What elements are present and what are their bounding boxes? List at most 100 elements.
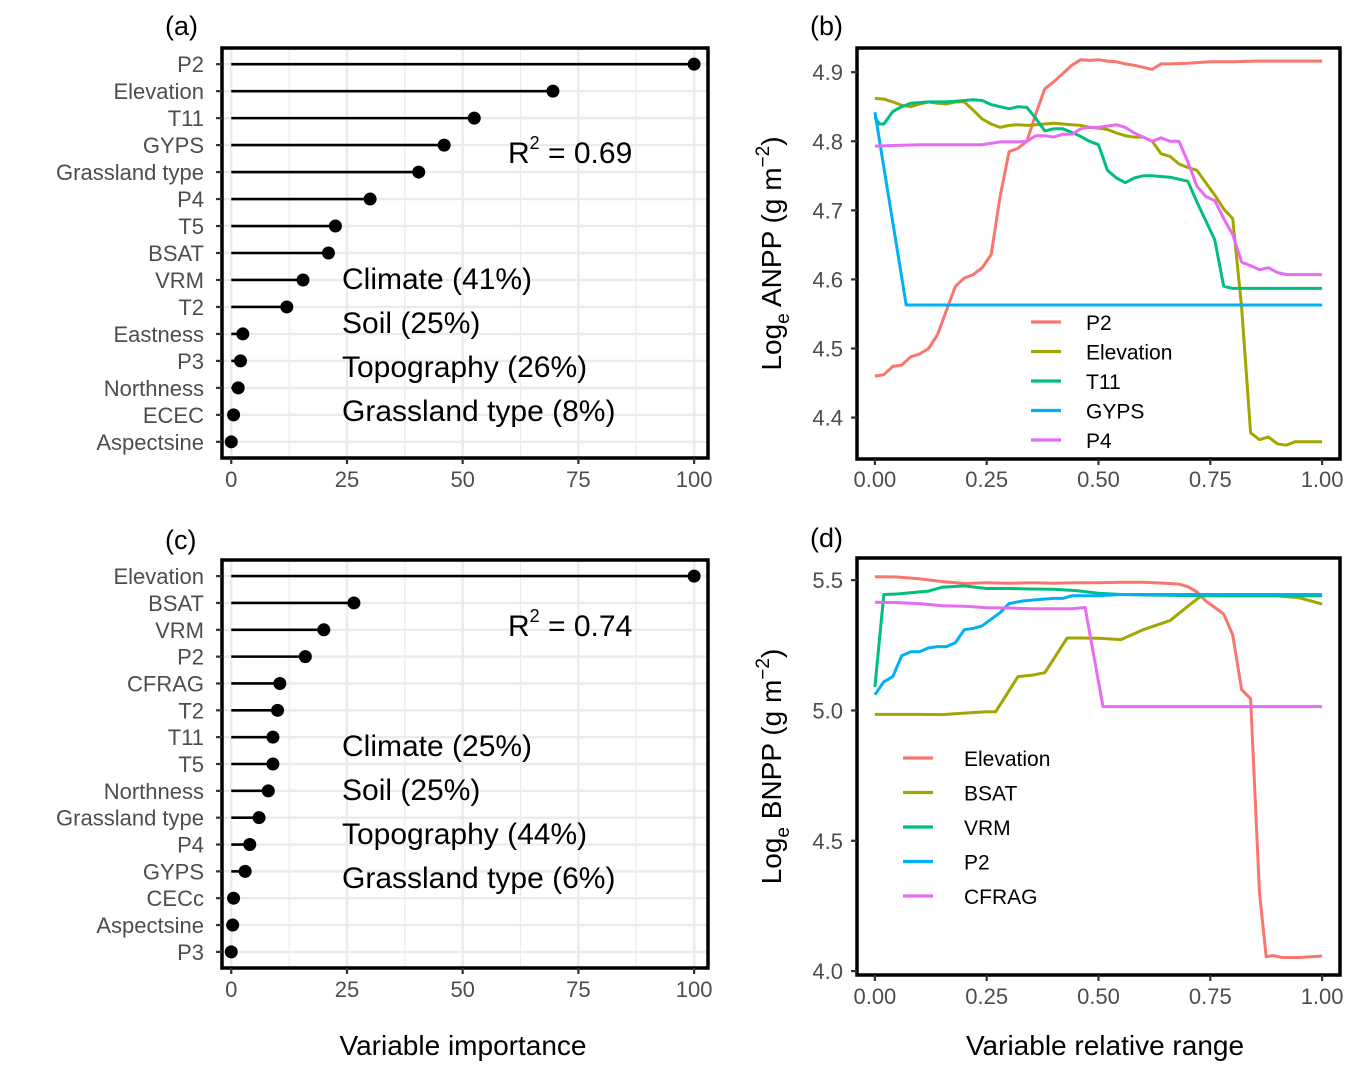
lollipop-point — [224, 945, 238, 959]
x-tick-label: 0.50 — [1077, 467, 1120, 492]
lollipop-point — [227, 408, 241, 422]
legend-item: BSAT — [903, 783, 1017, 806]
y-tick-label: Grassland type — [56, 806, 204, 831]
series-line-bsat — [874, 594, 1323, 717]
y-tick-label: 4.4 — [812, 406, 843, 431]
y-tick-label: 5.5 — [812, 568, 843, 593]
lollipop-point — [328, 219, 342, 233]
legend-label: GYPS — [1086, 401, 1144, 424]
y-tick-label: VRM — [155, 268, 204, 293]
y-axis-title-text: BNPP (g m — [756, 680, 787, 827]
lollipop-point — [226, 918, 240, 932]
legend-label: BSAT — [964, 783, 1017, 806]
y-tick-label: P4 — [177, 833, 204, 858]
legend-label: Elevation — [964, 748, 1050, 771]
y-tick-label: P3 — [177, 349, 204, 374]
x-tick-label: 1.00 — [1301, 467, 1344, 492]
legend-label: CFRAG — [964, 886, 1038, 909]
y-tick-label: T11 — [168, 106, 204, 131]
panel-tag: (c) — [165, 525, 196, 555]
x-tick-label: 0 — [225, 977, 237, 1002]
legend-item: P2 — [1031, 312, 1112, 335]
lollipop-point — [347, 596, 361, 610]
lollipop-point — [236, 327, 250, 341]
x-tick-label: 100 — [676, 467, 713, 492]
x-tick-label: 50 — [450, 977, 474, 1002]
legend-item: GYPS — [1031, 401, 1144, 424]
panel-b-partial-dependence-anpp: 4.4 4.5 4.6 4.7 4.8 4.9 0.00 0.25 0.50 0.75 1.00 Lo… — [753, 11, 1344, 492]
y-axis-title-end: ) — [756, 136, 787, 145]
x-tick-label: 0.00 — [853, 984, 896, 1009]
y-tick-label: Grassland type — [56, 160, 204, 185]
y-tick-label: T11 — [168, 725, 204, 750]
legend-label: VRM — [964, 817, 1011, 840]
group-contribution-label: Soil (25%) — [342, 307, 480, 340]
lollipop-point — [546, 84, 560, 98]
lollipop-point — [224, 435, 238, 449]
series-line-cfrag — [874, 600, 1323, 709]
panel-d-partial-dependence-bnpp: 4.0 4.5 5.0 5.5 0.00 0.25 0.50 0.75 1.00 Loge BNP… — [753, 523, 1344, 1061]
x-axis-title: Variable importance — [340, 1030, 587, 1061]
lollipop-point — [227, 891, 241, 905]
series-line-gyps — [873, 111, 1323, 307]
lollipop-point — [687, 57, 701, 71]
x-tick-label: 25 — [335, 977, 359, 1002]
lollipop-point — [467, 111, 481, 125]
r-squared-annotation: R2 = 0.74 — [508, 606, 632, 643]
y-tick-label: Aspectsine — [96, 913, 204, 938]
y-tick-label: ECEC — [143, 403, 204, 428]
lollipop-point — [321, 246, 335, 260]
y-tick-label: Northness — [104, 376, 204, 401]
lollipop-point — [266, 757, 280, 771]
panel-tag: (d) — [810, 523, 843, 553]
series-line-p4 — [874, 123, 1323, 277]
lollipop-point — [243, 838, 257, 852]
x-tick-label: 0.00 — [853, 467, 896, 492]
x-tick-label: 0.25 — [965, 467, 1008, 492]
y-axis-title-superscript: −2 — [753, 658, 774, 680]
y-axis-title: Loge ANPP (g m−2) — [753, 136, 794, 370]
y-tick-label: Northness — [104, 779, 204, 804]
legend-label: P2 — [964, 852, 990, 875]
y-tick-label: 4.0 — [812, 959, 843, 984]
y-tick-label: 4.7 — [812, 198, 843, 223]
group-contribution-label: Topography (44%) — [342, 818, 587, 851]
series-line-p2 — [874, 58, 1323, 378]
y-tick-label: GYPS — [143, 859, 204, 884]
group-contribution-label: Grassland type (6%) — [342, 862, 615, 895]
x-tick-label: 0.75 — [1189, 984, 1232, 1009]
lollipop-point — [273, 676, 287, 690]
group-contribution-label: Climate (41%) — [342, 263, 532, 296]
y-tick-label: P2 — [177, 52, 204, 77]
lollipop-point — [296, 273, 310, 287]
lollipop-point — [261, 784, 275, 798]
y-axis-title-subscript: e — [773, 827, 794, 838]
x-tick-label: 0.50 — [1077, 984, 1120, 1009]
y-tick-label: 4.6 — [812, 267, 843, 292]
y-tick-label: T5 — [178, 214, 204, 239]
y-tick-label: CFRAG — [127, 671, 204, 696]
r-squared-superscript: 2 — [530, 133, 540, 153]
legend-label: T11 — [1086, 371, 1121, 394]
panel-tag: (b) — [810, 11, 843, 41]
y-tick-label: 4.9 — [812, 60, 843, 85]
y-tick-label: 4.5 — [812, 336, 843, 361]
y-axis-title-subscript: e — [773, 313, 794, 324]
y-axis-title-text: ANPP (g m — [756, 167, 787, 313]
r-squared-symbol: R — [508, 610, 530, 643]
y-axis-title: Loge BNPP (g m−2) — [753, 649, 794, 885]
legend-item: P2 — [903, 852, 990, 875]
x-tick-label: 0 — [225, 467, 237, 492]
legend-item: Elevation — [1031, 342, 1172, 365]
panel-tag: (a) — [165, 11, 198, 41]
lollipop-point — [317, 623, 331, 637]
x-tick-label: 1.00 — [1301, 984, 1344, 1009]
y-axis-title-superscript: −2 — [753, 146, 774, 168]
legend-item: CFRAG — [903, 886, 1038, 909]
legend-label: P4 — [1086, 430, 1112, 453]
group-contribution-label: Climate (25%) — [342, 730, 532, 763]
legend-item: VRM — [903, 817, 1011, 840]
series-line-p2 — [873, 593, 1323, 696]
y-tick-label: P2 — [177, 645, 204, 670]
